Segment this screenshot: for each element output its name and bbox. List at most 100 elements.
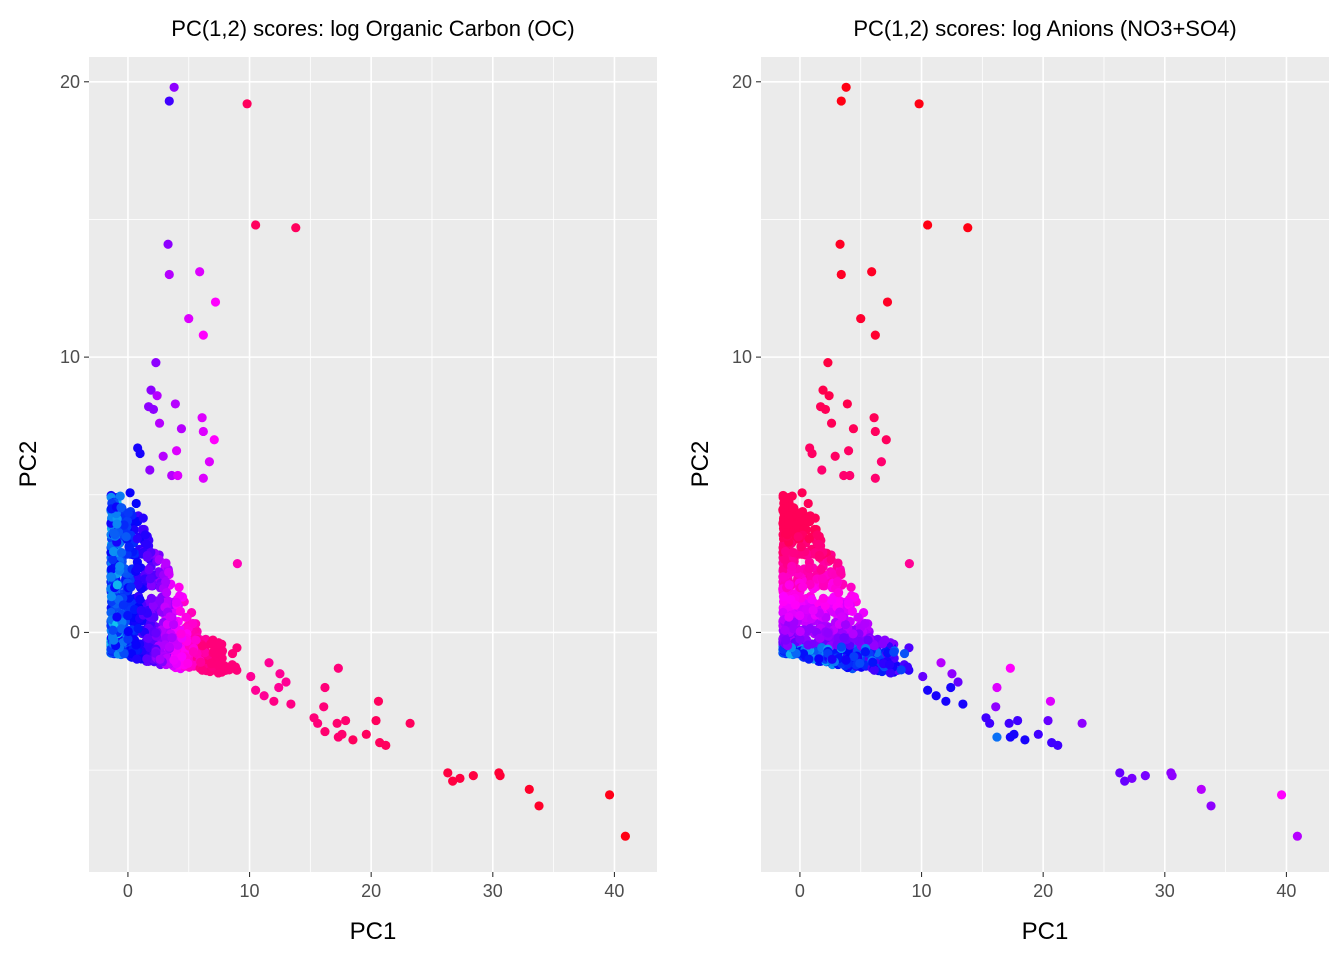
data-point bbox=[332, 718, 342, 728]
data-point bbox=[131, 498, 141, 509]
data-point bbox=[899, 648, 910, 659]
data-point bbox=[224, 665, 234, 675]
data-point bbox=[161, 558, 171, 568]
data-point bbox=[132, 557, 142, 567]
data-point bbox=[824, 391, 834, 401]
data-point bbox=[1292, 831, 1302, 841]
data-point bbox=[140, 530, 150, 540]
data-point bbox=[936, 658, 946, 668]
chart-title: PC(1,2) scores: log Organic Carbon (OC) bbox=[171, 16, 574, 41]
data-point bbox=[251, 220, 261, 230]
data-point bbox=[242, 99, 252, 109]
data-point bbox=[170, 399, 180, 409]
data-point bbox=[196, 657, 206, 667]
data-point bbox=[1020, 735, 1030, 745]
data-point bbox=[804, 557, 815, 567]
data-point bbox=[1140, 771, 1150, 781]
data-point bbox=[163, 239, 173, 249]
data-point bbox=[143, 633, 153, 643]
data-point bbox=[209, 435, 219, 445]
data-point bbox=[443, 768, 453, 778]
data-point bbox=[846, 582, 856, 592]
data-point bbox=[814, 550, 824, 561]
data-point bbox=[842, 399, 852, 409]
data-point bbox=[830, 451, 840, 461]
data-point bbox=[826, 418, 837, 428]
data-point bbox=[213, 668, 224, 678]
data-point bbox=[1276, 790, 1287, 800]
data-point bbox=[841, 82, 851, 92]
data-point bbox=[1077, 718, 1087, 728]
data-point bbox=[812, 530, 822, 540]
data-point bbox=[132, 654, 142, 664]
data-point bbox=[146, 581, 156, 591]
data-point bbox=[333, 663, 343, 673]
data-point bbox=[169, 82, 179, 92]
data-point bbox=[281, 677, 291, 687]
data-point bbox=[448, 776, 458, 786]
data-point bbox=[847, 606, 858, 616]
data-point bbox=[188, 647, 198, 657]
data-point bbox=[818, 385, 828, 395]
data-point bbox=[826, 555, 836, 565]
data-point bbox=[154, 555, 164, 565]
data-point bbox=[126, 582, 136, 592]
data-point bbox=[164, 269, 174, 280]
data-point bbox=[1045, 696, 1056, 706]
data-point bbox=[177, 651, 187, 662]
plot-area bbox=[761, 57, 1329, 872]
plot-area bbox=[89, 57, 657, 872]
data-point bbox=[795, 508, 805, 518]
data-point bbox=[807, 448, 817, 459]
data-point bbox=[264, 658, 274, 668]
data-point bbox=[217, 647, 227, 657]
data-point bbox=[869, 665, 879, 675]
gridlines bbox=[89, 57, 657, 872]
data-point bbox=[946, 682, 956, 693]
axis-ticks: 0 10 20 30 40 0 10 20 bbox=[732, 72, 1296, 901]
data-point bbox=[848, 424, 859, 434]
data-point bbox=[142, 539, 152, 549]
data-point bbox=[198, 473, 208, 483]
data-point bbox=[164, 567, 174, 577]
data-point bbox=[818, 581, 828, 591]
data-point bbox=[524, 784, 534, 795]
data-point bbox=[106, 592, 117, 602]
data-point bbox=[833, 558, 843, 568]
x-tick-label: 30 bbox=[483, 881, 503, 901]
data-point bbox=[165, 612, 175, 622]
data-point bbox=[188, 618, 198, 629]
data-point bbox=[123, 634, 133, 644]
data-point bbox=[232, 559, 242, 569]
data-point bbox=[348, 735, 358, 745]
data-point bbox=[164, 642, 175, 652]
data-point bbox=[172, 597, 182, 607]
data-point bbox=[1196, 784, 1206, 795]
data-point bbox=[135, 594, 145, 605]
x-tick-label: 40 bbox=[1276, 881, 1296, 901]
data-point bbox=[184, 313, 194, 324]
y-tick-label: 10 bbox=[60, 347, 80, 367]
data-point bbox=[780, 554, 790, 565]
data-point bbox=[125, 488, 135, 498]
data-point bbox=[291, 223, 301, 233]
x-tick-label: 20 bbox=[361, 881, 381, 901]
data-point bbox=[161, 577, 171, 587]
data-point bbox=[142, 550, 152, 561]
data-point bbox=[154, 418, 165, 428]
x-axis-label: PC1 bbox=[350, 918, 397, 945]
data-point bbox=[361, 729, 371, 739]
data-point bbox=[269, 696, 279, 706]
data-point bbox=[833, 577, 843, 587]
data-point bbox=[1033, 729, 1043, 739]
data-point bbox=[206, 639, 216, 649]
data-point bbox=[787, 561, 797, 572]
data-point bbox=[798, 582, 808, 592]
data-point bbox=[320, 682, 330, 693]
x-axis-label: PC1 bbox=[1022, 918, 1069, 945]
data-point bbox=[820, 600, 830, 611]
data-point bbox=[1120, 776, 1130, 786]
data-point bbox=[319, 702, 329, 712]
data-point bbox=[155, 654, 165, 664]
data-point bbox=[834, 588, 844, 598]
